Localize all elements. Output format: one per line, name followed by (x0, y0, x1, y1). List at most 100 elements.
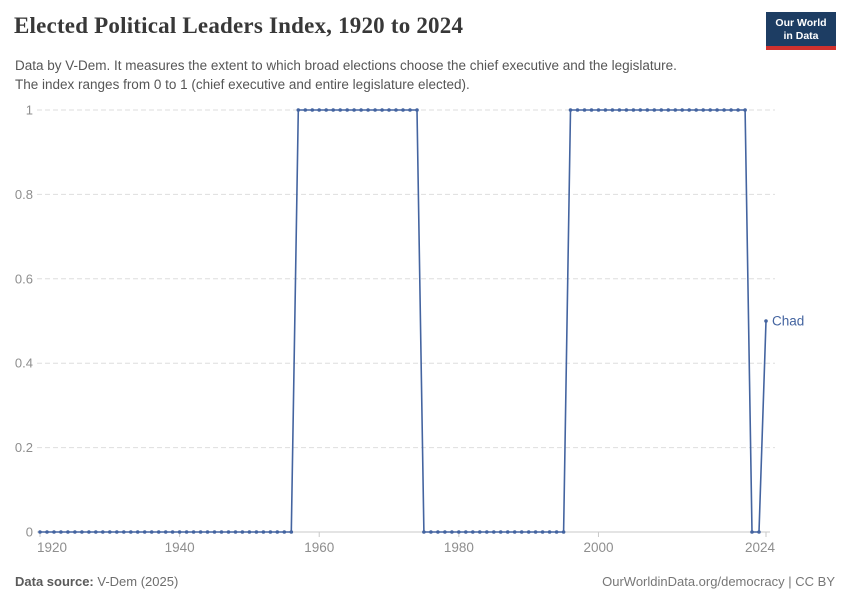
data-point[interactable] (526, 530, 531, 534)
data-point[interactable] (115, 530, 119, 534)
data-point[interactable] (701, 108, 705, 112)
data-point[interactable] (764, 319, 768, 323)
data-point[interactable] (177, 530, 182, 534)
data-point[interactable] (317, 108, 322, 112)
data-point[interactable] (268, 530, 273, 534)
data-point[interactable] (261, 530, 266, 534)
data-point[interactable] (394, 108, 398, 112)
data-point[interactable] (142, 530, 147, 534)
data-point[interactable] (708, 108, 712, 112)
data-point[interactable] (450, 530, 454, 534)
data-point[interactable] (401, 108, 405, 112)
data-point[interactable] (561, 530, 566, 534)
data-point[interactable] (275, 530, 280, 534)
data-point[interactable] (694, 108, 698, 112)
data-point[interactable] (240, 530, 245, 534)
data-point[interactable] (66, 530, 70, 534)
data-point[interactable] (310, 108, 315, 112)
data-point[interactable] (80, 530, 84, 534)
data-point[interactable] (603, 108, 608, 112)
data-point[interactable] (575, 108, 580, 112)
data-point[interactable] (436, 530, 440, 534)
data-point[interactable] (680, 108, 684, 112)
data-point[interactable] (554, 530, 559, 534)
data-point[interactable] (331, 108, 336, 112)
data-point[interactable] (568, 108, 573, 112)
data-point[interactable] (108, 530, 112, 534)
data-point[interactable] (659, 108, 664, 112)
data-point[interactable] (589, 108, 594, 112)
data-point[interactable] (149, 530, 154, 534)
data-point[interactable] (191, 530, 196, 534)
data-point[interactable] (596, 108, 601, 112)
data-point[interactable] (359, 108, 363, 112)
data-point[interactable] (512, 530, 517, 534)
data-point[interactable] (610, 108, 615, 112)
data-point[interactable] (743, 108, 747, 112)
data-point[interactable] (652, 108, 657, 112)
data-point[interactable] (387, 108, 391, 112)
license-link[interactable]: OurWorldinData.org/democracy | CC BY (602, 574, 835, 589)
data-point[interactable] (645, 108, 650, 112)
data-point[interactable] (457, 530, 461, 534)
entity-label-chad[interactable]: Chad (772, 314, 804, 329)
data-point[interactable] (219, 530, 224, 534)
data-point[interactable] (485, 530, 489, 534)
data-point[interactable] (52, 530, 56, 534)
data-point[interactable] (631, 108, 636, 112)
data-point[interactable] (129, 530, 133, 534)
data-point[interactable] (471, 530, 475, 534)
data-point[interactable] (540, 530, 545, 534)
data-point[interactable] (429, 530, 433, 534)
series-points-chad[interactable] (38, 108, 768, 534)
data-point[interactable] (408, 108, 412, 112)
data-point[interactable] (198, 530, 203, 534)
data-point[interactable] (163, 530, 168, 534)
data-point[interactable] (226, 530, 231, 534)
data-point[interactable] (254, 530, 259, 534)
data-point[interactable] (533, 530, 538, 534)
data-point[interactable] (303, 108, 308, 112)
data-point[interactable] (582, 108, 587, 112)
series-line-chad[interactable] (40, 109, 767, 533)
data-point[interactable] (282, 530, 287, 534)
data-point[interactable] (617, 108, 622, 112)
data-point[interactable] (289, 530, 294, 534)
data-point[interactable] (498, 530, 503, 534)
data-point[interactable] (729, 108, 733, 112)
data-point[interactable] (464, 530, 468, 534)
data-point[interactable] (233, 530, 238, 534)
data-point[interactable] (184, 530, 189, 534)
data-point[interactable] (415, 108, 419, 112)
chart-canvas[interactable]: 0 0.2 0.4 0.6 0.8 1 1920 1940 1960 1980 2000 2024 Ch… (0, 95, 850, 565)
data-point[interactable] (135, 530, 140, 534)
data-point[interactable] (715, 108, 719, 112)
data-point[interactable] (247, 530, 252, 534)
data-point[interactable] (624, 108, 629, 112)
data-point[interactable] (687, 108, 691, 112)
data-point[interactable] (345, 108, 350, 112)
data-point[interactable] (722, 108, 726, 112)
data-point[interactable] (38, 530, 42, 534)
data-point[interactable] (338, 108, 343, 112)
data-point[interactable] (324, 108, 329, 112)
data-point[interactable] (380, 108, 384, 112)
data-point[interactable] (443, 530, 447, 534)
data-point[interactable] (366, 108, 370, 112)
data-point[interactable] (212, 530, 217, 534)
data-point[interactable] (666, 108, 671, 112)
data-point[interactable] (638, 108, 643, 112)
data-point[interactable] (673, 108, 678, 112)
data-point[interactable] (373, 108, 377, 112)
data-point[interactable] (101, 530, 105, 534)
data-point[interactable] (87, 530, 91, 534)
data-point[interactable] (45, 530, 49, 534)
data-point[interactable] (59, 530, 63, 534)
data-point[interactable] (422, 530, 426, 534)
data-point[interactable] (547, 530, 552, 534)
data-point[interactable] (736, 108, 740, 112)
data-point[interactable] (505, 530, 510, 534)
data-point[interactable] (750, 530, 754, 534)
data-point[interactable] (519, 530, 524, 534)
data-point[interactable] (757, 530, 761, 534)
